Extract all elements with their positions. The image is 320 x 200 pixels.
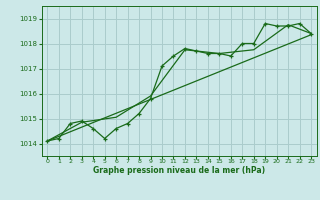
X-axis label: Graphe pression niveau de la mer (hPa): Graphe pression niveau de la mer (hPa) (93, 166, 265, 175)
